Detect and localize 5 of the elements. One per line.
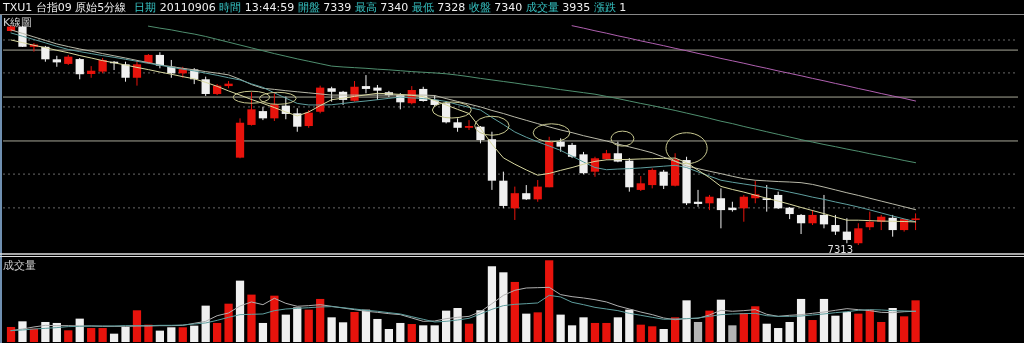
annotation: 7313	[827, 243, 854, 255]
y-axis-title: 成交量	[3, 259, 36, 272]
text: 日期 20110906 時間 13:44:59 開盤 7339 最高 7340 最低 7328 收盤 7340 成交量 3935 漲跌 1	[134, 1, 627, 14]
chart-title: TXU1 台指09 原始5分線	[2, 1, 127, 14]
y-axis-title: K線圖	[3, 16, 33, 29]
